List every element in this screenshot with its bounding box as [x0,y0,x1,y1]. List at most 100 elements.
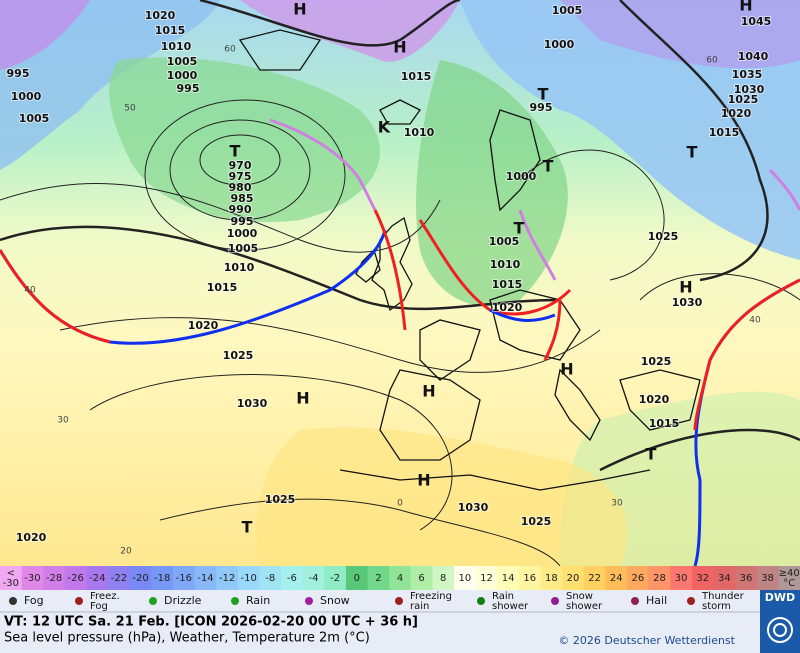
color-cell [583,566,606,590]
isobar-label: 975 [229,170,252,183]
color-cell [216,566,239,590]
pressure-center: T [242,518,253,537]
isobar-label: 1000 [544,38,575,51]
pressure-center: H [293,0,306,19]
isobar-label: 1030 [458,501,489,514]
pressure-center: H [560,360,573,379]
color-cell [302,566,325,590]
color-label: -30 [24,573,40,584]
color-cell [129,566,152,590]
isobar-label: 1025 [223,349,254,362]
legend-label: Rain shower [492,591,529,612]
isobar-label: 1010 [490,258,521,271]
pressure-center: H [422,382,435,401]
legend-label: Drizzle [164,594,202,607]
color-label: -4 [309,573,319,584]
temperature-label: 20 [120,547,132,557]
legend-symbol [305,597,313,605]
pressure-center: H [296,389,309,408]
legend-symbol [231,597,239,605]
isobar-label: 1015 [207,281,238,294]
color-cell [518,566,542,590]
isobar-label: 1005 [489,235,520,248]
color-label: 26 [631,573,644,584]
isobar-label: 1025 [728,93,759,106]
temperature-label: 60 [706,56,718,66]
color-cell [43,566,66,590]
color-cell [475,566,498,590]
isobar-label: 985 [231,192,254,205]
legend: Fog Freez. Fog Drizzle Rain Snow Freezing rain R… [9,591,745,612]
color-label: 16 [523,573,536,584]
isobar-label: 1000 [11,90,42,103]
color-label: -20 [132,573,148,584]
isobar-label: 1035 [732,68,763,81]
color-label: -12 [219,573,235,584]
color-label: 22 [588,573,601,584]
color-label: 10 [458,573,471,584]
isobar-label: 1000 [227,227,258,240]
isobar-label: 1020 [721,107,752,120]
color-label: -22 [111,573,127,584]
dwd-logo: DWD [760,590,800,653]
isobar-label: 1045 [741,15,772,28]
isobar-label: 1025 [265,493,296,506]
isobar-label: 995 [530,101,553,114]
isobar-label: 1015 [709,126,740,139]
isobar-label: 1010 [404,126,435,139]
pressure-center: H [679,278,692,297]
isobar-label: 1010 [161,40,192,53]
legend-symbol [75,597,83,605]
legend-label: Rain [246,594,270,607]
color-label: 2 [375,573,381,584]
color-label: 14 [502,573,515,584]
isobar-label: 1005 [167,55,198,68]
fronts [0,118,800,567]
color-cell [410,566,433,590]
color-cell [497,566,520,590]
logo-text: DWD [765,591,795,604]
legend-label: Freezing rain [410,591,452,612]
color-cell [367,566,390,590]
legend-symbol [395,597,403,605]
isobar-label: 1025 [648,230,679,243]
color-label: 18 [545,573,558,584]
color-cell [756,566,779,590]
legend-symbol [9,597,17,605]
color-label: -28 [46,573,62,584]
color-label: -10 [240,573,256,584]
color-label: -16 [176,573,192,584]
description: Sea level pressure (hPa), Weather, Tempe… [4,631,370,646]
color-cell [151,566,174,590]
temperature-label: 0 [397,499,403,509]
color-label: 28 [653,573,666,584]
isobar-label: 1030 [672,296,703,309]
coastlines [238,29,701,491]
color-cell [778,566,800,590]
isobar-label: 1030 [237,397,268,410]
pressure-center: K [378,118,391,137]
isobar-label: 1000 [167,69,198,82]
valid-time: VT: 12 UTC Sa. 21 Feb. [ICON 2026-02-20 … [4,615,418,630]
legend-symbol [631,597,639,605]
legend-label: Fog [24,594,44,607]
color-cell [562,566,585,590]
color-label: 8 [440,573,446,584]
isobar-label: 1015 [492,278,523,291]
color-label: 30 [675,573,688,584]
isobar-label: 1015 [401,70,432,83]
isobar-label: 995 [231,215,254,228]
color-cell [540,566,563,590]
color-cell [108,566,131,590]
isobar-label: 1005 [552,4,583,17]
color-cell [0,566,23,590]
legend-label: Snow shower [566,591,603,612]
color-label: 4 [397,573,403,584]
pressure-center: T [646,445,657,464]
color-cell [735,566,758,590]
color-label: -14 [197,573,213,584]
color-label: 12 [480,573,493,584]
isobar-lines [0,0,800,567]
pressure-center: T [543,157,554,176]
color-label: 38 [761,573,774,584]
